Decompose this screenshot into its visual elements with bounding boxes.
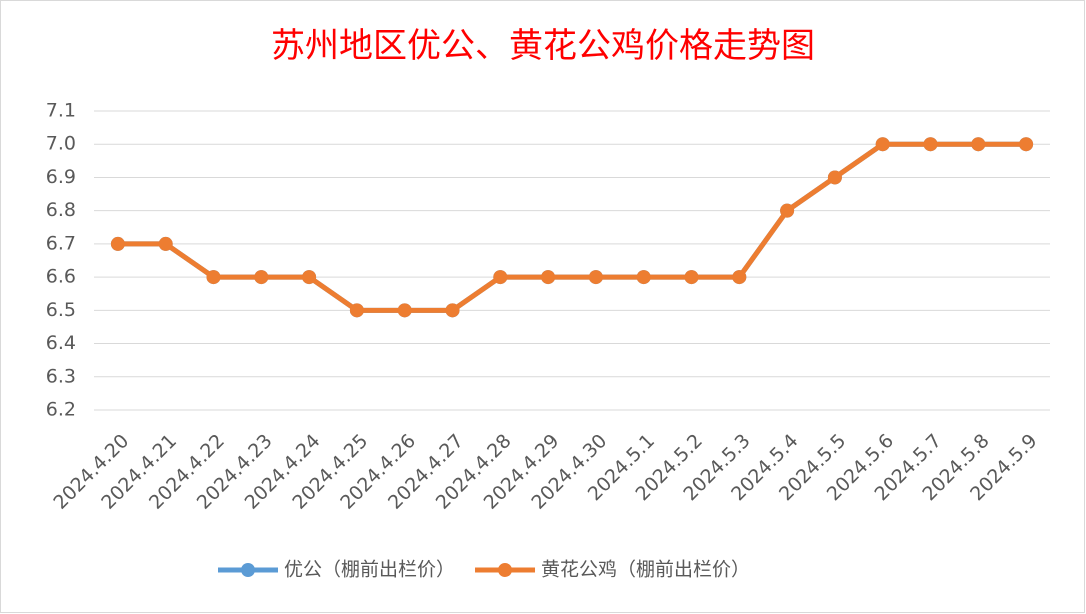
y-tick-label: 6.2 [46, 399, 76, 421]
marker [923, 137, 938, 152]
y-tick-label: 7.0 [46, 133, 76, 155]
series-line [117, 141, 1027, 313]
chart-title: 苏州地区优公、黄花公鸡价格走势图 [271, 26, 815, 66]
marker [254, 270, 269, 285]
y-tick-label: 6.7 [46, 232, 76, 254]
marker [110, 236, 125, 251]
marker [445, 303, 460, 318]
legend-label: 黄花公鸡（棚前出栏价） [541, 559, 750, 581]
y-tick-label: 7.1 [46, 100, 76, 122]
legend-marker [241, 563, 255, 577]
marker [349, 303, 364, 318]
y-tick-label: 6.4 [46, 332, 76, 354]
marker [780, 203, 795, 218]
marker [158, 236, 173, 251]
legend-marker [498, 563, 513, 577]
marker [684, 270, 699, 285]
legend-label: 优公（棚前出栏价） [284, 559, 455, 581]
marker [397, 303, 412, 318]
marker [588, 270, 603, 285]
marker [206, 270, 221, 285]
y-tick-label: 6.3 [46, 365, 76, 387]
marker [971, 137, 986, 152]
marker [732, 270, 747, 285]
marker [1019, 137, 1034, 152]
marker [541, 270, 556, 285]
marker [302, 270, 317, 285]
marker [827, 170, 842, 185]
marker [875, 137, 890, 152]
y-tick-label: 6.5 [46, 299, 76, 321]
marker [493, 270, 508, 285]
marker [636, 270, 651, 285]
y-tick-label: 6.6 [46, 266, 76, 288]
y-tick-label: 6.9 [46, 166, 76, 188]
y-tick-label: 6.8 [46, 199, 76, 221]
